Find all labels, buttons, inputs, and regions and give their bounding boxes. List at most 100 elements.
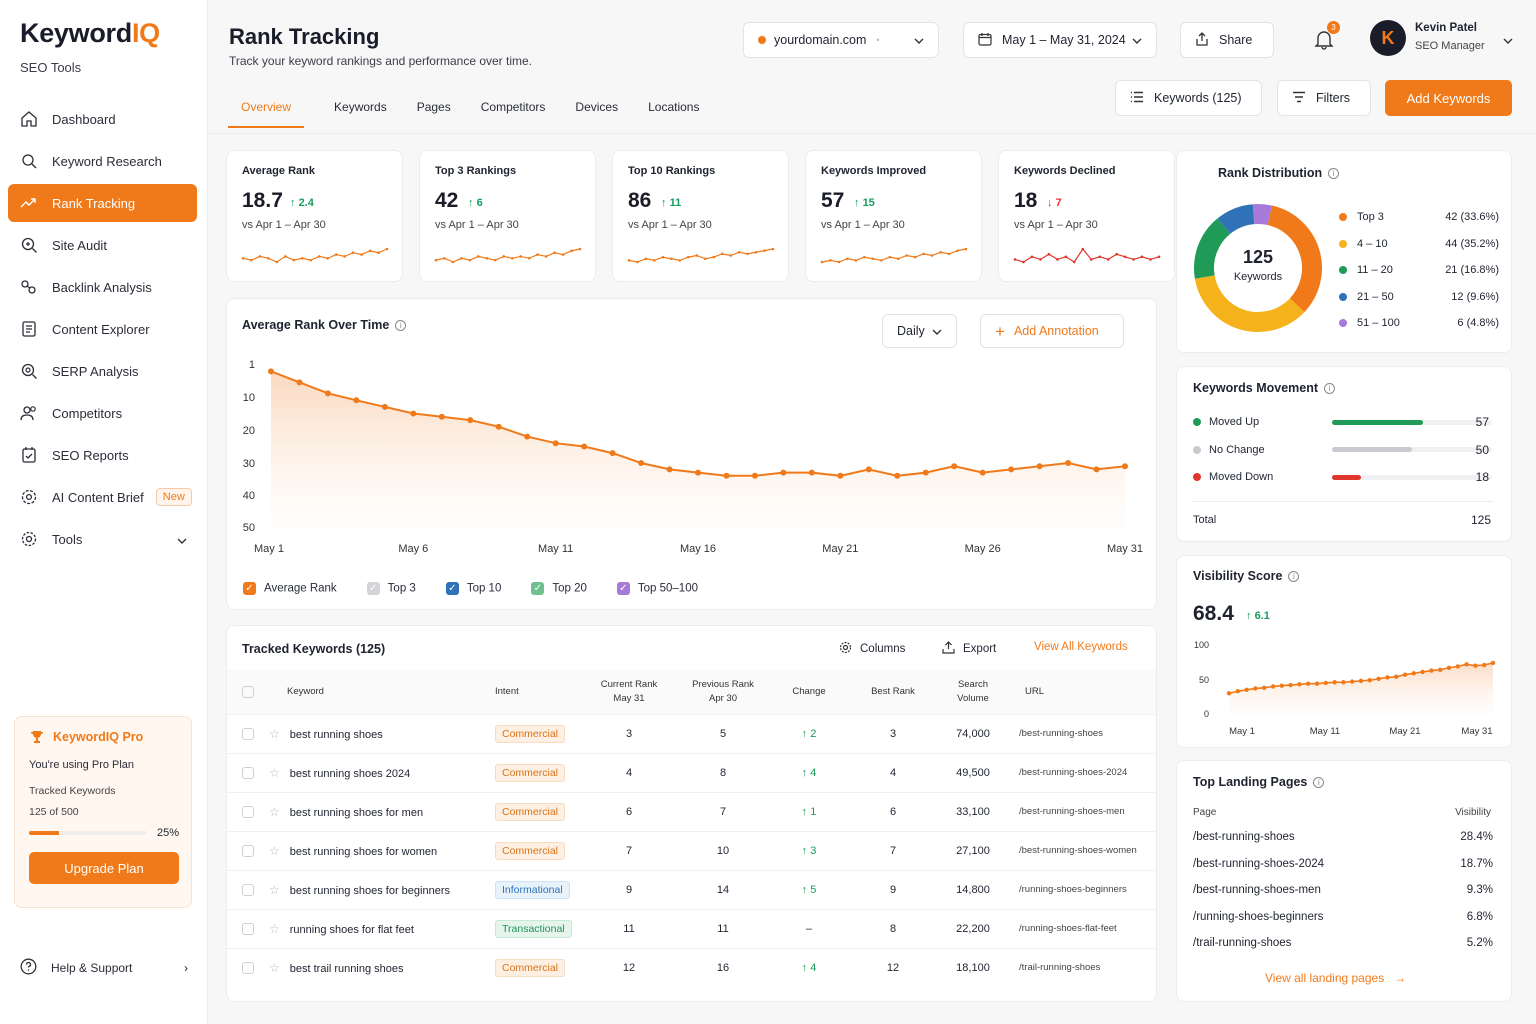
view-all-landing-pages-link[interactable]: View all landing pages → xyxy=(1265,971,1407,985)
data-point[interactable] xyxy=(1385,675,1390,680)
data-point[interactable] xyxy=(1473,663,1478,668)
url-link[interactable]: /best-running-shoes-men xyxy=(1019,806,1125,817)
movement-row[interactable]: Moved Down 18 xyxy=(1193,470,1493,484)
table-row[interactable]: ☆ running shoes for flat feet Transactiona… xyxy=(227,909,1156,948)
legend-item-top-10[interactable]: ✓ Top 10 xyxy=(445,582,501,595)
data-point[interactable] xyxy=(410,410,417,417)
legend-item-average-rank[interactable]: ✓ Average Rank xyxy=(243,582,337,595)
data-point[interactable] xyxy=(1455,664,1460,669)
donut-slice-0[interactable] xyxy=(1267,205,1322,313)
col-change[interactable]: Change xyxy=(792,686,826,698)
kpi-card-keywords-declined[interactable]: Keywords Declined 18 ↓ 7 vs Apr 1 – Apr 30 xyxy=(998,150,1175,282)
url-link[interactable]: /trail-running-shoes xyxy=(1019,962,1101,974)
checkbox-checked-icon[interactable]: ✓ xyxy=(531,582,545,595)
table-row[interactable]: ☆ best running shoes for beginners Informa… xyxy=(227,870,1156,909)
sidebar-item-competitors[interactable]: Competitors xyxy=(8,394,197,432)
data-point[interactable] xyxy=(1262,685,1267,690)
kpi-card-top-10-rankings[interactable]: Top 10 Rankings 86 ↑ 11 vs Apr 1 – Apr 30 xyxy=(612,150,789,282)
sidebar-item-seo-reports[interactable]: SEO Reports xyxy=(8,436,197,474)
data-point[interactable] xyxy=(922,469,929,476)
kpi-card-average-rank[interactable]: Average Rank 18.7 ↑ 2.4 vs Apr 1 – Apr 30 xyxy=(226,150,403,282)
data-point[interactable] xyxy=(1482,662,1487,668)
interval-select[interactable]: Daily xyxy=(882,314,957,348)
help-support-link[interactable]: Help & Support › xyxy=(20,958,188,978)
table-row[interactable]: ☆ best trail running shoes Commercial 12 16 ↑… xyxy=(227,948,1156,987)
sidebar-item-backlink-analysis[interactable]: Backlink Analysis xyxy=(8,268,197,306)
data-point[interactable] xyxy=(951,463,958,470)
data-point[interactable] xyxy=(1323,680,1328,686)
data-point[interactable] xyxy=(1376,676,1381,682)
donut-slice-4[interactable] xyxy=(1252,204,1272,226)
data-point[interactable] xyxy=(1394,674,1399,679)
url-link[interactable]: /best-running-shoes-women xyxy=(1019,845,1137,856)
data-point[interactable] xyxy=(438,413,445,420)
row-checkbox[interactable] xyxy=(242,727,254,740)
distribution-row[interactable]: 21 – 50 12 (9.6%) xyxy=(1339,291,1499,303)
table-row[interactable]: ☆ best running shoes for women Commercial 7… xyxy=(227,831,1156,870)
data-point[interactable] xyxy=(1411,671,1416,676)
data-point[interactable] xyxy=(1341,680,1346,685)
add-keywords-button[interactable]: Add Keywords xyxy=(1385,80,1512,116)
export-button[interactable]: Export xyxy=(942,641,996,657)
table-row[interactable]: ☆ best running shoes 2024 Commercial 4 8 ↑ 4 4… xyxy=(227,753,1156,792)
star-icon[interactable]: ☆ xyxy=(269,921,280,936)
row-checkbox[interactable] xyxy=(242,805,254,818)
data-point[interactable] xyxy=(1122,463,1128,470)
star-icon[interactable]: ☆ xyxy=(269,882,280,897)
data-point[interactable] xyxy=(524,433,531,440)
sidebar-item-keyword-research[interactable]: Keyword Research xyxy=(8,142,197,180)
star-icon[interactable]: ☆ xyxy=(269,765,280,780)
donut-slice-3[interactable] xyxy=(1217,204,1255,235)
data-point[interactable] xyxy=(324,390,331,397)
sidebar-item-ai-content-brief[interactable]: AI Content Brief New xyxy=(8,478,197,516)
checkbox-checked-icon[interactable]: ✓ xyxy=(243,582,256,595)
url-link[interactable]: /best-running-shoes-2024 xyxy=(1019,767,1128,778)
data-point[interactable] xyxy=(638,460,645,466)
data-point[interactable] xyxy=(723,472,730,479)
col-search-volume[interactable]: Search Volume xyxy=(957,679,989,704)
star-icon[interactable]: ☆ xyxy=(269,960,280,975)
sidebar-item-rank-tracking[interactable]: Rank Tracking xyxy=(8,184,197,222)
sidebar-item-site-audit[interactable]: Site Audit xyxy=(8,226,197,264)
row-checkbox[interactable] xyxy=(242,883,254,896)
data-point[interactable] xyxy=(894,472,901,479)
keywords-count-button[interactable]: Keywords (125) xyxy=(1115,80,1262,116)
sidebar-item-tools[interactable]: Tools xyxy=(8,520,197,558)
data-point[interactable] xyxy=(1446,665,1452,670)
data-point[interactable] xyxy=(695,469,701,476)
data-point[interactable] xyxy=(552,440,559,447)
data-point[interactable] xyxy=(609,450,616,457)
data-point[interactable] xyxy=(1429,668,1434,673)
info-icon[interactable]: i xyxy=(1288,571,1300,583)
data-point[interactable] xyxy=(1235,689,1240,694)
col-best-rank[interactable]: Best Rank xyxy=(871,686,915,698)
url-link[interactable]: /best-running-shoes xyxy=(1019,728,1103,739)
notification-bell-button[interactable]: 3 xyxy=(1313,21,1340,53)
col-current-rank[interactable]: Current Rank May 31 xyxy=(600,679,658,704)
star-icon[interactable]: ☆ xyxy=(269,726,280,741)
col-url[interactable]: URL xyxy=(1025,686,1045,698)
checkbox-checked-icon[interactable]: ✓ xyxy=(366,582,380,595)
user-menu-chevron-icon[interactable] xyxy=(1503,33,1513,47)
data-point[interactable] xyxy=(979,469,986,476)
data-point[interactable] xyxy=(1297,682,1302,687)
data-point[interactable] xyxy=(1464,662,1469,667)
select-all-checkbox[interactable] xyxy=(242,685,254,698)
data-point[interactable] xyxy=(1306,681,1311,686)
filters-button[interactable]: Filters xyxy=(1277,80,1371,116)
info-icon[interactable]: i xyxy=(395,320,407,332)
data-point[interactable] xyxy=(1350,679,1355,684)
data-point[interactable] xyxy=(495,423,502,430)
legend-item-top-3[interactable]: ✓ Top 3 xyxy=(366,582,416,595)
row-checkbox[interactable] xyxy=(242,844,254,857)
info-icon[interactable]: i xyxy=(1324,383,1336,395)
tab-pages[interactable]: Pages xyxy=(416,100,451,114)
donut-slice-2[interactable] xyxy=(1194,218,1231,279)
landing-page-row[interactable]: /best-running-shoes-men 9.3% xyxy=(1193,884,1493,896)
data-point[interactable] xyxy=(808,469,815,476)
movement-row[interactable]: Moved Up 57 xyxy=(1193,415,1493,429)
sidebar-item-content-explorer[interactable]: Content Explorer xyxy=(8,310,197,348)
data-point[interactable] xyxy=(1490,660,1496,666)
view-all-keywords-link[interactable]: View All Keywords xyxy=(1034,641,1128,653)
data-point[interactable] xyxy=(1270,684,1276,689)
